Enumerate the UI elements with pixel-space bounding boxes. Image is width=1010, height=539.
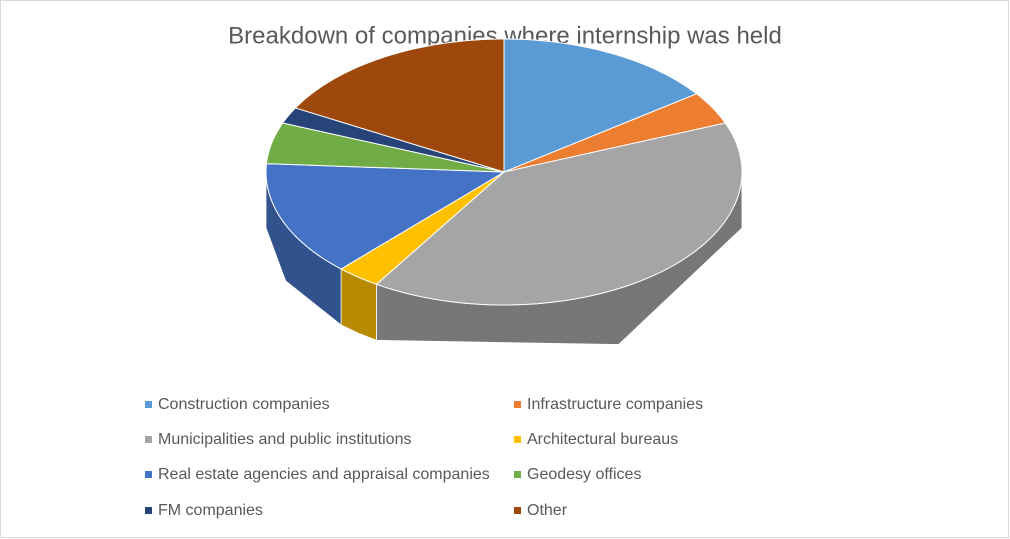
slice <box>265 163 506 270</box>
legend-label: Real estate agencies and appraisal compa… <box>158 466 490 483</box>
slice <box>265 122 505 173</box>
slice <box>503 93 727 173</box>
legend-swatch <box>145 507 152 514</box>
legend-label: Geodesy offices <box>527 466 641 483</box>
slice <box>340 171 505 285</box>
legend-swatch <box>145 401 152 408</box>
slice <box>294 38 505 173</box>
slice <box>281 107 505 173</box>
legend: Construction companies Infrastructure com… <box>145 396 703 519</box>
legend-swatch <box>514 436 521 443</box>
pie <box>265 38 743 345</box>
legend-label: Municipalities and public institutions <box>158 431 411 448</box>
legend-swatch <box>514 471 521 478</box>
slice <box>375 122 743 306</box>
legend-label: Infrastructure companies <box>527 396 703 413</box>
legend-swatch <box>145 471 152 478</box>
legend-swatch <box>514 401 521 408</box>
slice <box>503 38 698 173</box>
legend-label: FM companies <box>158 502 263 519</box>
legend-swatch <box>145 436 152 443</box>
legend-label: Architectural bureaus <box>527 431 678 448</box>
legend-label: Construction companies <box>158 396 330 413</box>
legend-swatch <box>514 507 521 514</box>
legend-label: Other <box>527 502 568 519</box>
